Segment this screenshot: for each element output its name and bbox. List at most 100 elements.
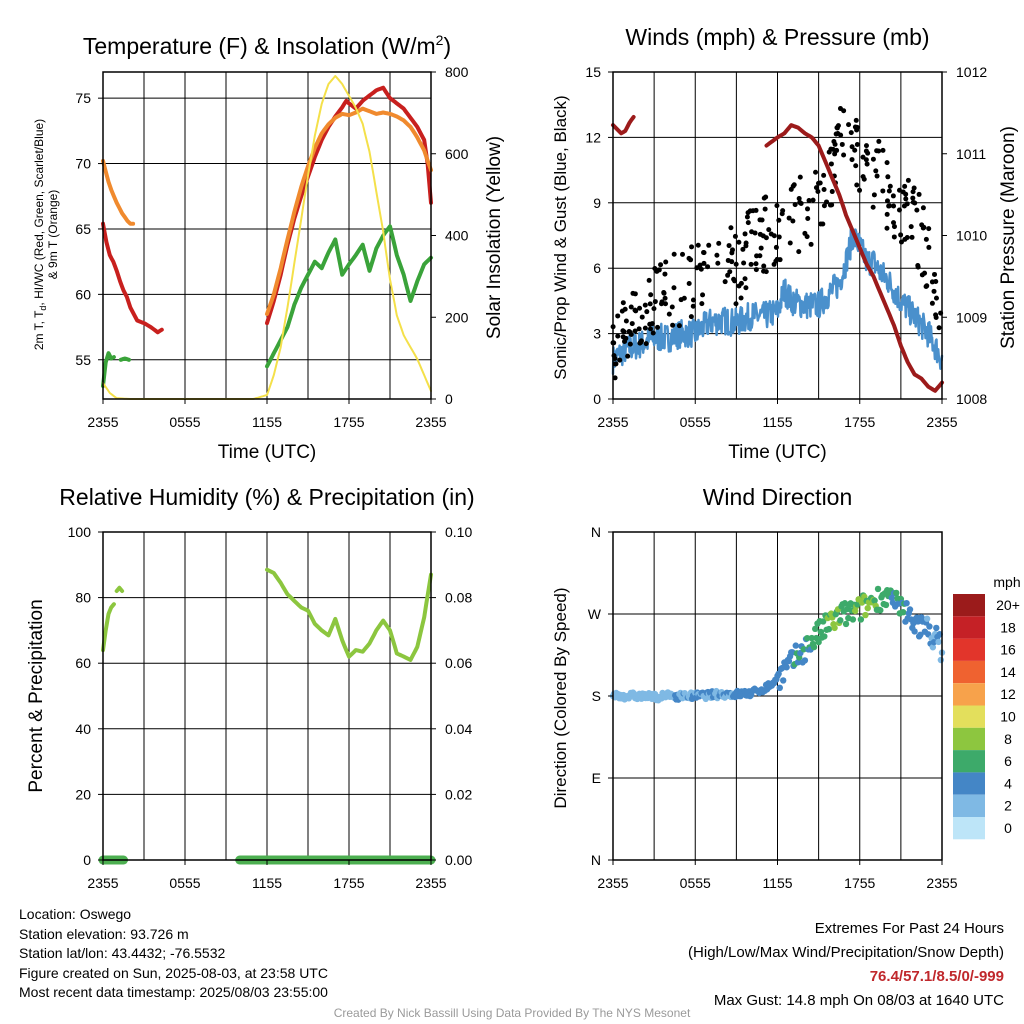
gust-point [728, 225, 734, 231]
gust-point [832, 151, 838, 157]
y-tick-label: 55 [75, 352, 91, 368]
gust-point [689, 244, 695, 250]
gust-point [656, 267, 662, 273]
gust-point [929, 279, 935, 285]
colorbar-label: 14 [1000, 664, 1016, 680]
gust-point [790, 183, 796, 189]
x-tick-label: 2355 [597, 875, 628, 891]
gust-point [805, 206, 811, 212]
gust-point [902, 236, 908, 242]
gust-point [903, 196, 909, 202]
gust-point [774, 256, 780, 262]
x-tick-label: 0555 [169, 875, 200, 891]
series-gust [610, 106, 944, 381]
gust-point [688, 314, 694, 320]
x-axis-label: Time (UTC) [728, 442, 827, 463]
direction-point [808, 634, 815, 642]
gust-point [738, 295, 744, 301]
gust-point [854, 182, 860, 188]
x-tick-label: 2355 [87, 875, 118, 891]
gust-point [753, 207, 759, 213]
direction-point [874, 585, 882, 593]
gust-point [885, 174, 891, 180]
gust-point [615, 333, 621, 339]
gust-point [680, 251, 686, 257]
gust-point [846, 122, 852, 128]
direction-point [702, 695, 709, 703]
gust-point [625, 353, 631, 359]
direction-point [817, 628, 825, 636]
direction-point [906, 606, 914, 613]
y2-tick-label: 200 [445, 309, 469, 325]
gust-point [763, 235, 769, 241]
gust-point [617, 357, 623, 363]
gust-point [849, 144, 855, 150]
gust-point [898, 232, 904, 238]
gust-point [923, 236, 929, 242]
y2-tick-label: 1010 [956, 228, 987, 244]
colorbar-label: 4 [1004, 775, 1012, 791]
direction-point [923, 615, 931, 622]
gust-point [620, 328, 626, 334]
gust-point [671, 285, 677, 291]
gust-point [813, 185, 819, 191]
series-9m-t [101, 106, 433, 316]
colorbar-label: 0 [1004, 820, 1012, 836]
gust-point [662, 295, 668, 301]
direction-point [804, 634, 811, 642]
direction-point [815, 638, 822, 646]
x-tick-label: 1155 [762, 414, 792, 430]
series-station-pressure [611, 115, 944, 393]
gust-point [871, 192, 877, 198]
series-line [101, 221, 164, 335]
gust-point [701, 250, 707, 256]
gust-point [695, 242, 701, 248]
y2-tick-label: 0.02 [445, 786, 472, 802]
gust-point [912, 200, 918, 206]
gust-point [761, 263, 767, 269]
gust-point [748, 261, 754, 267]
gust-point [725, 272, 731, 278]
direction-point [871, 597, 878, 604]
x-tick-label: 0555 [169, 414, 200, 430]
gust-point [817, 180, 823, 186]
series-line [101, 158, 136, 226]
gust-point [740, 246, 746, 252]
chart-panel-2: 2355 0555 1155 1755 2355 0 3 6 9 12 15 1008 1009 1010… [551, 24, 1019, 463]
gust-point [891, 220, 897, 226]
y-tick-label: 100 [68, 524, 92, 540]
colorbar-swatch [953, 772, 985, 795]
gust-point [863, 157, 869, 163]
direction-point [930, 638, 938, 646]
series-wind-direction [609, 585, 946, 704]
gust-point [923, 283, 929, 289]
direction-point [893, 589, 900, 597]
gust-point [633, 308, 639, 314]
gust-point [650, 330, 656, 336]
gust-point [661, 290, 667, 296]
gust-point [829, 202, 835, 208]
x-tick-label: 2355 [415, 414, 446, 430]
x-tick-label: 1755 [333, 414, 364, 430]
gust-point [623, 318, 629, 324]
gust-point [891, 203, 897, 209]
gust-point [637, 305, 643, 311]
y2-tick-label: 0.08 [445, 590, 472, 606]
colorbar-swatch [953, 660, 985, 684]
gust-point [745, 210, 751, 216]
gust-point [854, 124, 860, 130]
gust-point [902, 183, 908, 189]
series-td [101, 224, 433, 388]
gust-point [774, 203, 780, 209]
direction-point [937, 656, 945, 664]
gust-point [820, 221, 826, 227]
gust-point [910, 189, 916, 195]
gust-point [933, 315, 939, 321]
gust-point [920, 205, 926, 211]
gust-point [853, 117, 859, 123]
y-tick-label: 60 [75, 655, 91, 671]
gust-point [880, 188, 886, 194]
y-tick-label: 40 [75, 721, 91, 737]
gust-point [886, 188, 892, 194]
gust-point [933, 295, 939, 301]
